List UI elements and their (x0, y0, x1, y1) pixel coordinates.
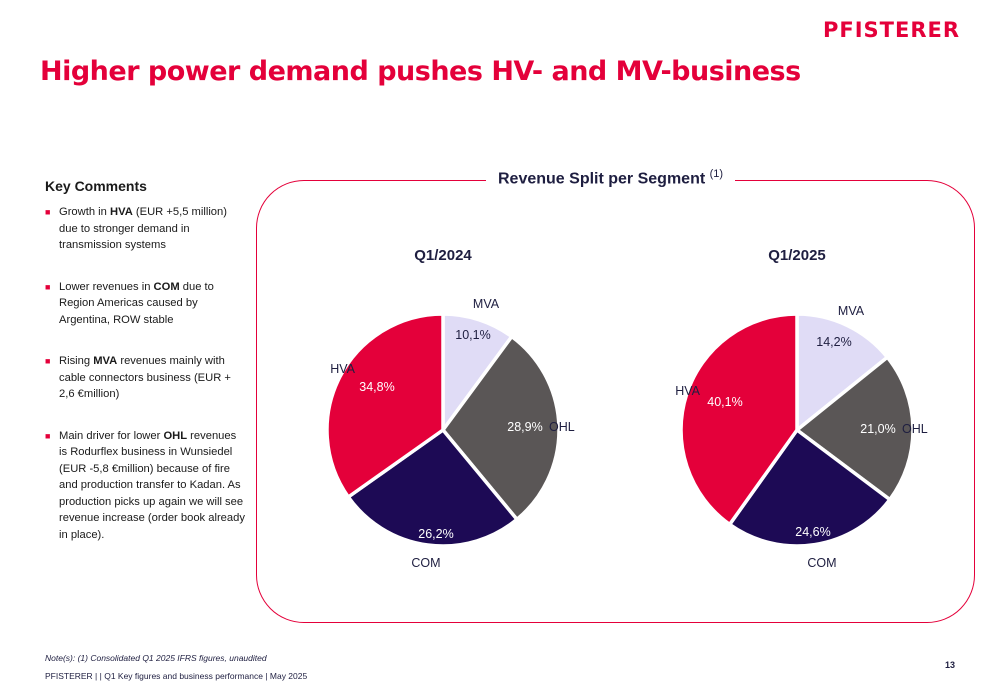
segment-highlight: OHL (163, 429, 188, 442)
slice-value-label: 24,6% (795, 525, 830, 539)
pie-slice-mva (795, 312, 890, 432)
bullet-icon: ■ (45, 281, 51, 292)
comment-text: (EUR +5,5 million) due to stronger deman… (59, 206, 227, 251)
slice-value-label: 28,9% (507, 420, 542, 434)
pie-slice-ohl (441, 334, 561, 522)
slice-category-label: HVA (330, 362, 355, 376)
panel-title: Revenue Split per Segment (1) (486, 168, 736, 189)
key-comment-item: ■ Growth in HVA (EUR +5,5 million) due to… (45, 204, 245, 254)
segment-highlight: COM (153, 280, 180, 293)
slice-value-label: 10,1% (455, 328, 490, 342)
segment-highlight: HVA (109, 206, 133, 218)
pie-slice-hva (325, 312, 445, 499)
slice-value-label: 40,1% (707, 395, 742, 409)
comment-text: due to Region Americas caused by Argenti… (59, 280, 214, 326)
slice-value-label: 34,8% (359, 380, 394, 394)
pie-slice-com (346, 428, 519, 548)
slice-category-label: OHL (902, 422, 928, 436)
slice-category-label: MVA (473, 297, 500, 311)
comment-text: revenues is Rodurflex business in Wunsie… (59, 429, 245, 541)
comment-text: revenues mainly with cable connectors bu… (59, 355, 231, 400)
bullet-icon: ■ (45, 207, 51, 217)
footer-text: PFISTERER | | Q1 Key figures and busines… (45, 671, 308, 681)
key-comments: Key Comments ■ Growth in HVA (EUR +5,5 mi… (45, 178, 245, 568)
slice-category-label: COM (807, 556, 836, 570)
page-title: Higher power demand pushes HV- and MV-bu… (40, 56, 801, 87)
panel-title-text: Revenue Split per Segment (498, 170, 706, 188)
bullet-icon: ■ (45, 430, 51, 441)
key-comments-heading: Key Comments (45, 178, 147, 194)
key-comments-list: ■ Growth in HVA (EUR +5,5 million) due to… (45, 204, 245, 543)
comment-text: Lower revenues in (59, 280, 154, 293)
slice-value-label: 14,2% (816, 335, 851, 349)
slice-category-label: HVA (675, 384, 700, 398)
comment-text: Main driver for lower (59, 429, 164, 442)
key-comment-item: ■ Main driver for lower OHL revenues is R… (45, 428, 245, 544)
footnote: Note(s): (1) Consolidated Q1 2025 IFRS f… (45, 653, 267, 663)
slice-category-label: MVA (838, 304, 865, 318)
pfisterer-logo: PFISTERER (822, 18, 960, 42)
page-number: 13 (944, 660, 955, 670)
slice-value-label: 26,2% (418, 527, 453, 541)
segment-highlight: MVA (93, 355, 118, 367)
pie-slice-hva (679, 312, 799, 527)
slice-category-label: COM (411, 556, 440, 570)
key-comment-item: ■ Rising MVA revenues mainly with cable c… (45, 353, 245, 403)
comment-text: Growth in (59, 206, 110, 218)
chart-title: Q1/2024 (414, 247, 472, 264)
pie-slice-ohl (795, 355, 915, 502)
slice-category-label: OHL (549, 420, 575, 434)
slice-value-label: 21,0% (860, 422, 895, 436)
bullet-icon: ■ (45, 356, 51, 366)
key-comment-item: ■ Lower revenues in COM due to Region Ame… (45, 279, 245, 329)
panel-title-footnote-ref: (1) (709, 168, 724, 180)
comment-text: Rising (59, 355, 94, 367)
pie-slice-com (727, 428, 892, 548)
chart-title: Q1/2025 (768, 247, 826, 264)
